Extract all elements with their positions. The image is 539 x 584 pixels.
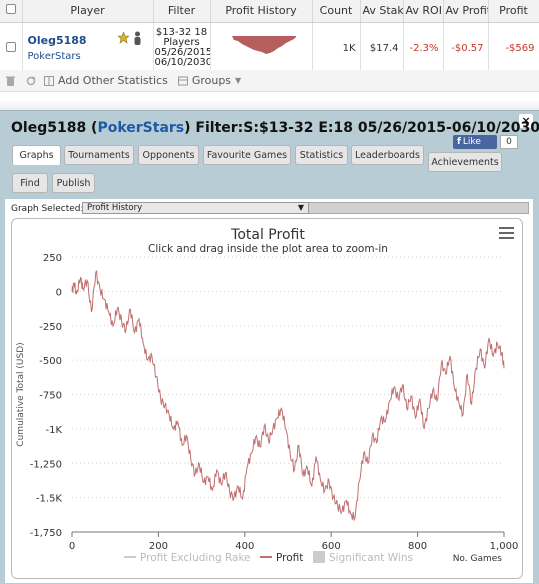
- row-select-cell[interactable]: [0, 22, 23, 75]
- profit-value: -$569: [488, 22, 539, 75]
- y-tick-label: -1,750: [30, 528, 62, 539]
- player-silhouette-icon: [133, 31, 142, 48]
- tab-find[interactable]: Find: [12, 173, 48, 193]
- groups-dropdown[interactable]: Groups ▼: [177, 74, 242, 87]
- chevron-down-icon: ▼: [235, 76, 242, 85]
- x-tick-label: 0: [69, 541, 75, 552]
- tab-publish[interactable]: Publish: [52, 173, 95, 193]
- y-tick-label: -1K: [45, 425, 62, 436]
- col-header-profit[interactable]: Profit: [488, 0, 539, 23]
- table-header-row: Player Filter Profit History Count Av St…: [0, 0, 539, 23]
- select-all-checkbox[interactable]: [5, 4, 16, 15]
- col-header-filter[interactable]: Filter: [153, 0, 211, 23]
- chart-title: Total Profit: [230, 227, 305, 243]
- medal-icon: [116, 30, 130, 48]
- chart-menu-icon[interactable]: [499, 227, 514, 239]
- tab-graphs[interactable]: Graphs: [12, 145, 61, 165]
- av-stake-value: $17.4: [360, 22, 404, 75]
- count-value: 1K: [312, 22, 361, 75]
- graph-select-track: [309, 202, 529, 214]
- tab-tournaments[interactable]: Tournaments: [64, 145, 134, 165]
- player-cell: Oleg5188 PokerStars: [22, 22, 154, 75]
- graph-select-dropdown[interactable]: Profit History ▼: [82, 202, 309, 214]
- y-tick-label: -1.5K: [36, 494, 63, 505]
- profit-series-line: [71, 269, 505, 522]
- filter-cell: $13-32 18 Players 05/26/2015 06/10/2030: [153, 22, 211, 75]
- tab-statistics[interactable]: Statistics: [295, 145, 348, 165]
- y-tick-label: -500: [39, 356, 62, 367]
- table-row[interactable]: Oleg5188 PokerStars $13-32 18 Players 05…: [0, 22, 539, 75]
- col-header-profit-history[interactable]: Profit History: [210, 0, 313, 23]
- graphs-content: Graph Selected: Profit History ▼ Total P…: [5, 199, 533, 583]
- panel-title: Oleg5188 (PokerStars) Filter:S:$13-32 E:…: [11, 120, 539, 136]
- groups-label: Groups: [191, 74, 232, 87]
- chart-subtitle: Click and drag inside the plot area to z…: [148, 243, 388, 255]
- y-tick-label: -1,250: [30, 459, 62, 470]
- legend-marker-significant-wins: [313, 551, 325, 563]
- add-statistics-label: Add Other Statistics: [58, 74, 168, 87]
- x-tick-label: 1,000: [490, 541, 519, 552]
- y-tick-label: -750: [39, 391, 62, 402]
- tab-achievements[interactable]: Achievements: [428, 152, 502, 172]
- tab-leaderboards[interactable]: Leaderboards: [351, 145, 424, 165]
- filter-line: 05/26/2015: [154, 47, 210, 58]
- av-roi-value: -2.3%: [403, 22, 444, 75]
- x-axis-label: No. Games: [453, 554, 503, 564]
- stats-table: Player Filter Profit History Count Av St…: [0, 0, 539, 75]
- refresh-icon[interactable]: [26, 75, 36, 86]
- y-tick-label: -250: [39, 322, 62, 333]
- y-axis-label: Cumulative Total (USD): [16, 342, 26, 446]
- add-statistics-button[interactable]: Add Other Statistics: [44, 74, 168, 87]
- graph-select-value: Profit History: [87, 203, 143, 213]
- x-tick-label: 200: [149, 541, 168, 552]
- profit-chart[interactable]: Total Profit Click and drag inside the pl…: [11, 218, 523, 579]
- groups-icon: [177, 76, 188, 85]
- like-count: 0: [500, 135, 518, 149]
- player-detail-panel: × Oleg5188 (PokerStars) Filter:S:$13-32 …: [0, 110, 539, 584]
- delete-icon[interactable]: [6, 76, 16, 86]
- legend-item-profit-excluding-rake: Profit Excluding Rake: [140, 552, 251, 564]
- player-name-link[interactable]: Oleg5188: [27, 34, 87, 47]
- col-header-av-stake[interactable]: Av Stake: [360, 0, 404, 23]
- x-tick-label: 800: [408, 541, 427, 552]
- y-tick-label: 250: [43, 253, 62, 264]
- columns-icon: [44, 75, 54, 86]
- table-toolbar: Add Other Statistics Groups ▼: [0, 70, 539, 92]
- row-checkbox[interactable]: [5, 41, 16, 52]
- filter-line: $13-32 18: [155, 27, 208, 38]
- title-filter: ) Filter:S:$13-32 E:18 05/26/2015-06/10/…: [184, 120, 539, 136]
- facebook-like-button[interactable]: f Like: [453, 135, 497, 149]
- filter-line: 06/10/2030: [154, 57, 210, 68]
- col-header-av-roi[interactable]: Av ROI: [403, 0, 444, 23]
- col-header-player[interactable]: Player: [22, 0, 154, 23]
- filter-line: Players: [163, 37, 200, 48]
- col-header-count[interactable]: Count: [312, 0, 361, 23]
- title-player: Oleg5188 (: [11, 120, 98, 136]
- select-all-cell[interactable]: [0, 0, 23, 23]
- graph-selected-label: Graph Selected:: [11, 204, 84, 214]
- tab-favourite-games[interactable]: Favourite Games: [203, 145, 291, 165]
- dropdown-arrow-icon: ▼: [297, 203, 304, 212]
- title-site-link[interactable]: PokerStars: [97, 120, 185, 136]
- av-profit-value: -$0.57: [443, 22, 489, 75]
- spacer-shadow: [0, 100, 539, 110]
- y-tick-label: 0: [56, 287, 62, 298]
- legend-item-significant-wins: Significant Wins: [329, 552, 413, 564]
- close-icon[interactable]: ×: [519, 114, 533, 128]
- x-tick-label: 600: [322, 541, 341, 552]
- like-label: Like: [462, 137, 481, 147]
- col-header-av-profit[interactable]: Av Profit: [443, 0, 489, 23]
- legend-item-profit: Profit: [276, 552, 303, 564]
- tab-opponents[interactable]: Opponents: [138, 145, 199, 165]
- facebook-icon: f: [457, 137, 461, 147]
- x-tick-label: 400: [235, 541, 254, 552]
- profit-history-sparkline: [210, 22, 313, 75]
- player-site-link[interactable]: PokerStars: [27, 51, 81, 62]
